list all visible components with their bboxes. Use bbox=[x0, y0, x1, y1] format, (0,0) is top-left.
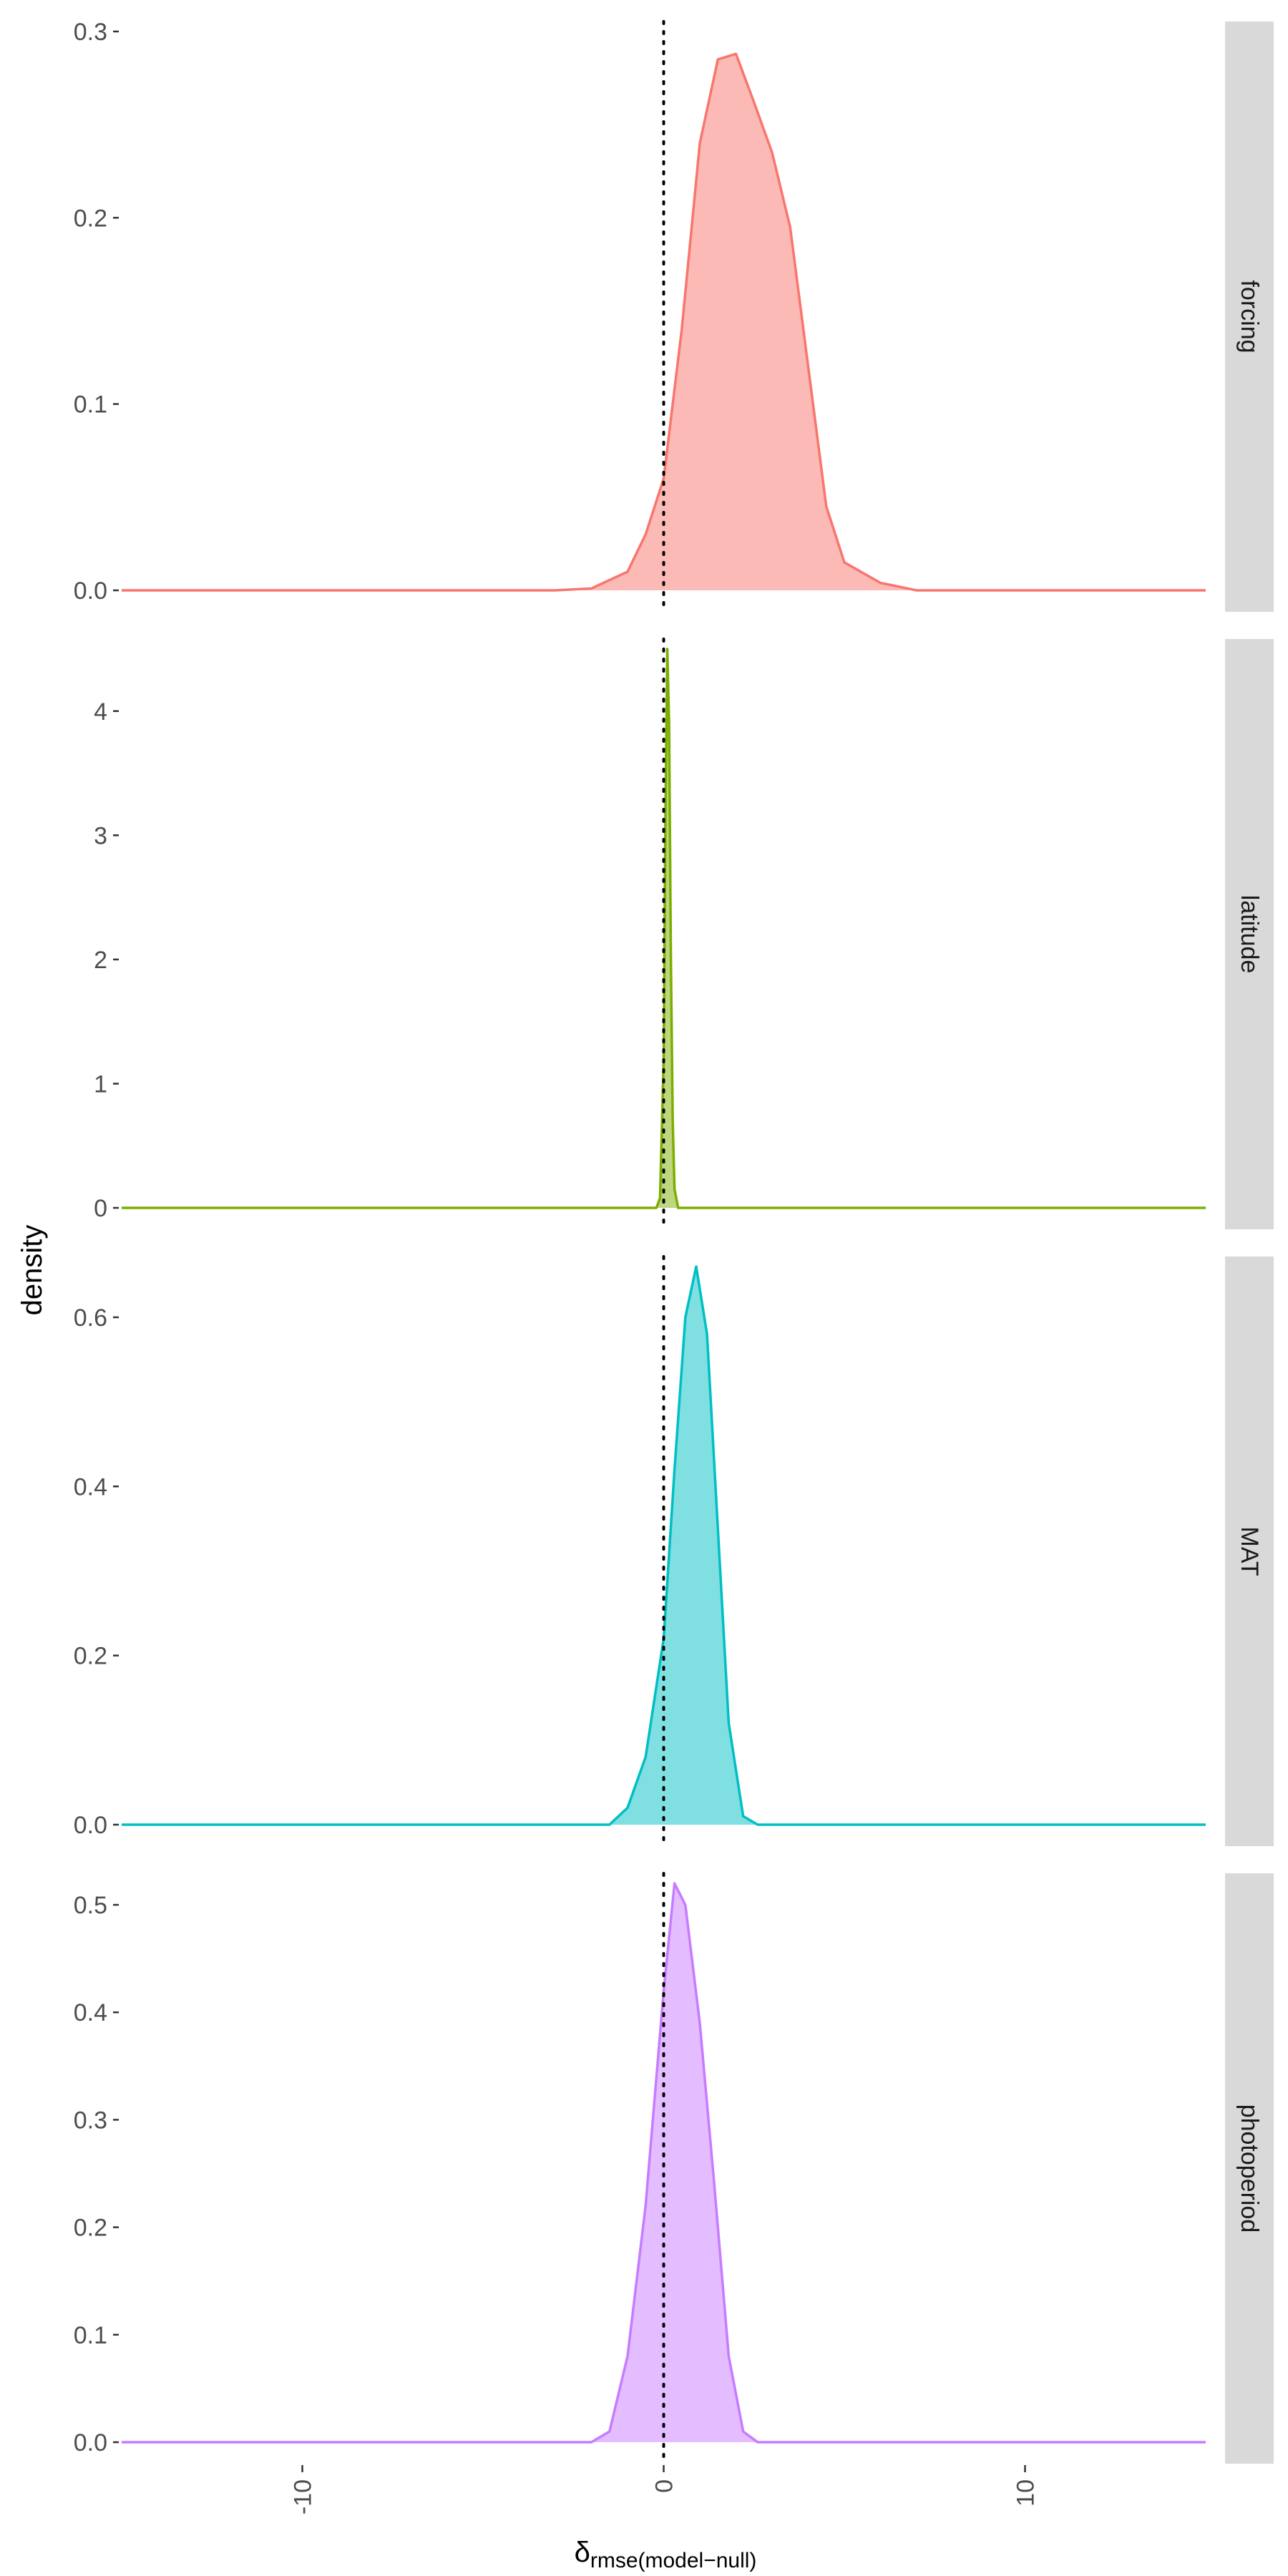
facet-panel-forcing: forcing 0.0 0.1 0.2 0.3 bbox=[74, 19, 1274, 613]
x-tick-label: 0 bbox=[651, 2479, 678, 2493]
facet-strip-label-forcing: forcing bbox=[1236, 280, 1263, 353]
y-tick-label: 0.5 bbox=[74, 1892, 107, 1919]
facet-strip-forcing bbox=[1225, 21, 1274, 612]
x-axis-title: δrmse(model−null) bbox=[575, 2537, 757, 2572]
facet-strip-label-latitude: latitude bbox=[1236, 895, 1263, 974]
facet-panel-MAT: MAT 0.0 0.2 0.4 0.6 bbox=[74, 1255, 1274, 1848]
y-tick-label: 0.2 bbox=[74, 205, 107, 232]
facet-panel-latitude: latitude 0 1 2 3 4 bbox=[94, 638, 1274, 1231]
x-axis-title-subscript: rmse(model−null) bbox=[590, 2549, 757, 2572]
density-line-latitude bbox=[122, 648, 1206, 1209]
y-tick-label: 0.0 bbox=[74, 2429, 107, 2457]
facet-strip-latitude bbox=[1225, 639, 1274, 1229]
density-line-forcing bbox=[122, 52, 1206, 592]
y-tick-label: 0.1 bbox=[74, 391, 107, 419]
facet-strip-MAT bbox=[1225, 1257, 1274, 1846]
x-axis: -10 0 10 bbox=[290, 2465, 1040, 2514]
y-tick-label: 0.2 bbox=[74, 2215, 107, 2242]
y-tick-label: 1 bbox=[94, 1070, 107, 1098]
y-tick-label: 0.6 bbox=[74, 1304, 107, 1332]
facet-panel-photoperiod: photoperiod 0.0 0.1 0.2 0.3 0.4 0.5 bbox=[74, 1872, 1274, 2465]
facets-layer: forcing 0.0 0.1 0.2 0.3 latitude 0 1 2 3 4 MAT 0.0 0.… bbox=[74, 19, 1274, 2465]
y-axis-title: density bbox=[16, 1225, 48, 1316]
y-tick-label: 0.0 bbox=[74, 577, 107, 605]
y-tick-label: 0.3 bbox=[74, 2107, 107, 2134]
y-tick-label: 0.1 bbox=[74, 2322, 107, 2349]
y-tick-label: 0.4 bbox=[74, 1473, 107, 1501]
facet-strip-label-MAT: MAT bbox=[1236, 1526, 1263, 1576]
y-tick-label: 4 bbox=[94, 698, 107, 726]
density-line-photoperiod bbox=[122, 1882, 1206, 2444]
y-tick-label: 0.4 bbox=[74, 1999, 107, 2026]
y-tick-label: 2 bbox=[94, 947, 107, 974]
y-tick-label: 0 bbox=[94, 1195, 107, 1222]
y-tick-label: 3 bbox=[94, 822, 107, 849]
density-area-MAT bbox=[122, 1267, 1206, 1825]
y-tick-label: 0.3 bbox=[74, 19, 107, 46]
x-axis-title-symbol: δ bbox=[575, 2537, 590, 2568]
x-tick-label: 10 bbox=[1013, 2479, 1040, 2507]
facet-strip-label-photoperiod: photoperiod bbox=[1236, 2104, 1263, 2233]
y-tick-label: 0.2 bbox=[74, 1643, 107, 1670]
y-tick-label: 0.0 bbox=[74, 1812, 107, 1839]
x-tick-label: -10 bbox=[290, 2479, 317, 2514]
facet-strip-photoperiod bbox=[1225, 1873, 1274, 2464]
density-line-MAT bbox=[122, 1265, 1206, 1826]
